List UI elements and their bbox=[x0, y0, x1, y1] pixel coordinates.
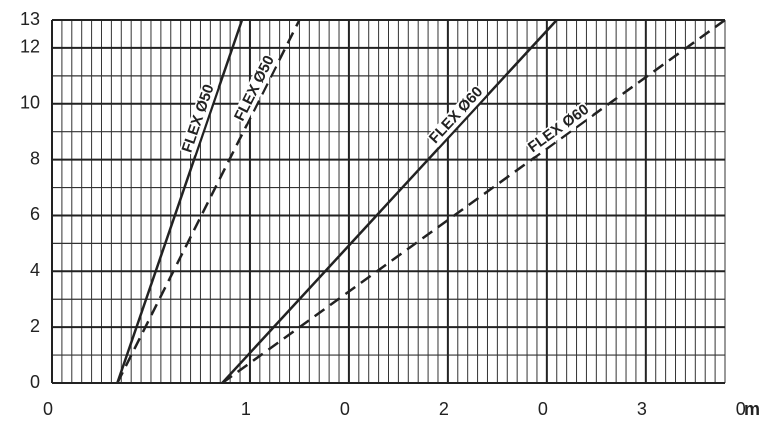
y-tick-label: 6 bbox=[30, 204, 40, 224]
series-name: FLEX Ø60 bbox=[525, 101, 592, 156]
label-bg bbox=[179, 82, 218, 156]
label-bg bbox=[524, 101, 593, 157]
label-bg bbox=[231, 52, 279, 125]
y-tick-label: 2 bbox=[30, 316, 40, 336]
series-name: FLEX Ø50 bbox=[231, 53, 278, 124]
series-name: FLEX Ø50 bbox=[179, 82, 218, 155]
line bbox=[221, 18, 726, 385]
y-tick-label: 10 bbox=[20, 93, 40, 113]
x-tick-label: 1 bbox=[241, 399, 251, 419]
x-axis-label: m bbox=[744, 399, 760, 419]
y-tick-label: 4 bbox=[30, 260, 40, 280]
x-tick-label: 0 bbox=[340, 399, 350, 419]
series-label: FLEX Ø50 bbox=[179, 82, 218, 156]
x-tick-label: 0 bbox=[43, 399, 53, 419]
x-tick-label: 2 bbox=[439, 399, 449, 419]
label-bg bbox=[426, 83, 487, 148]
x-tick-label: 0 bbox=[736, 399, 746, 419]
series-label: FLEX Ø50 bbox=[231, 52, 279, 125]
x-tick-label: 0 bbox=[538, 399, 548, 419]
y-tick-label: 8 bbox=[30, 148, 40, 168]
x-tick-label: 3 bbox=[637, 399, 647, 419]
series-label: FLEX Ø60 bbox=[524, 101, 593, 157]
line bbox=[221, 19, 558, 384]
y-tick-label: 0 bbox=[30, 372, 40, 392]
y-tick-label: 13 bbox=[20, 9, 40, 29]
line bbox=[116, 19, 301, 384]
line bbox=[116, 19, 244, 384]
y-tick-label: 12 bbox=[20, 37, 40, 57]
